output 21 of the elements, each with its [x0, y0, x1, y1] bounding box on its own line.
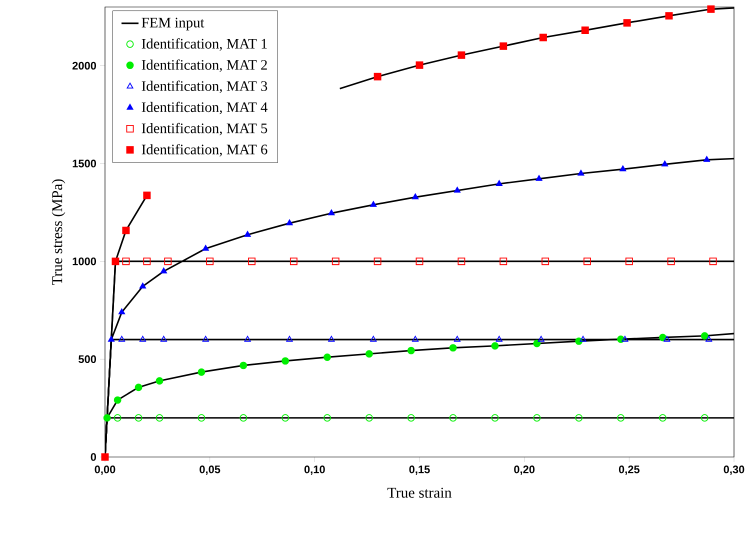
x-axis-title: True strain [387, 488, 452, 498]
y-tick-label: 500 [78, 355, 96, 364]
legend-label: Identification, MAT 4 [142, 102, 268, 114]
legend-label: FEM input [142, 18, 204, 30]
legend-label: Identification, MAT 1 [142, 38, 267, 51]
legend-label: Identification, MAT 5 [142, 122, 268, 136]
legend-label: Identification, MAT 3 [142, 80, 268, 94]
y-tick-label: 2000 [72, 62, 96, 70]
y-tick-label: 1000 [72, 257, 96, 266]
x-tick-label: 0,20 [514, 466, 535, 475]
legend-label: Identification, MAT 2 [142, 59, 267, 72]
y-tick-label: 0 [90, 453, 96, 461]
x-tick-label: 0,00 [94, 466, 116, 475]
x-tick-label: 0,05 [200, 466, 220, 475]
x-tick-label: 0,10 [304, 466, 325, 475]
x-tick-label: 0,15 [409, 466, 430, 475]
x-tick-label: 0,30 [724, 466, 744, 475]
legend-label: Identification, MAT 6 [142, 144, 268, 156]
x-tick-label: 0,25 [618, 466, 640, 475]
y-axis-title: True stress (MPa) [52, 179, 66, 286]
y-tick-label: 1500 [72, 160, 96, 168]
